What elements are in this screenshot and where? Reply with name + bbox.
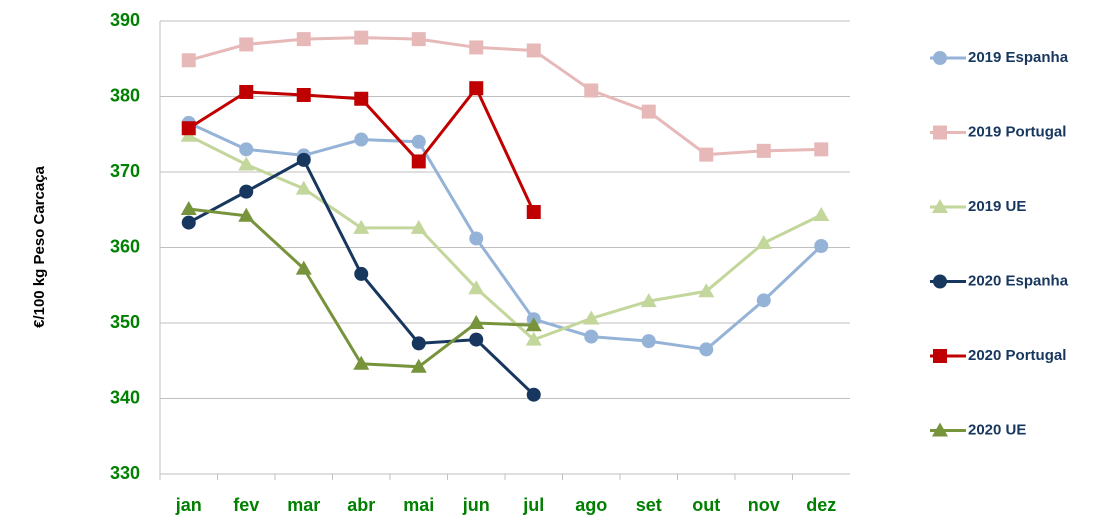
x-tick-label: jul	[522, 495, 544, 515]
data-point	[583, 310, 600, 325]
data-point	[699, 342, 714, 357]
data-point	[295, 180, 312, 195]
data-point	[469, 81, 484, 96]
data-point	[814, 142, 829, 157]
x-tick-label: dez	[806, 495, 836, 515]
data-point	[354, 91, 369, 106]
x-tick-label: mai	[403, 495, 434, 515]
data-point	[239, 142, 254, 157]
series-line	[188, 36, 822, 157]
data-point	[526, 387, 541, 402]
data-point	[814, 238, 829, 253]
data-point	[410, 358, 427, 373]
data-point	[641, 104, 656, 119]
data-point	[181, 215, 196, 230]
data-point	[584, 83, 599, 98]
data-point	[239, 37, 254, 52]
x-tick-label: out	[692, 495, 720, 515]
data-point	[468, 315, 485, 329]
y-tick-label: 390	[110, 10, 140, 30]
data-point	[698, 283, 715, 298]
x-tick-label: jun	[462, 495, 490, 515]
data-point	[296, 32, 311, 47]
data-point	[468, 280, 485, 295]
data-point	[296, 152, 311, 167]
legend-label: 2020 UE	[968, 421, 1026, 438]
legend-marker	[933, 274, 947, 289]
data-point	[756, 293, 771, 308]
data-point	[354, 266, 369, 281]
data-point	[813, 207, 830, 222]
y-tick-label: 360	[110, 236, 140, 256]
legend-marker	[933, 349, 947, 363]
data-point	[641, 334, 656, 349]
y-tick-label: 380	[110, 85, 140, 105]
data-point	[469, 40, 484, 55]
legend-label: 2019 Portugal	[968, 123, 1066, 140]
data-point	[756, 143, 771, 158]
data-point	[469, 332, 484, 347]
data-point	[526, 43, 541, 58]
data-point	[411, 134, 426, 149]
y-axis-title: €/100 kg Peso Carcaça	[31, 165, 48, 327]
x-tick-label: mar	[287, 495, 320, 515]
x-tick-label: abr	[347, 495, 375, 515]
x-tick-label: fev	[233, 495, 259, 515]
legend-label: 2020 Espanha	[968, 272, 1069, 289]
x-tick-label: ago	[575, 495, 607, 515]
data-point	[411, 32, 426, 47]
legend-marker	[932, 199, 948, 213]
series-line	[188, 134, 822, 342]
data-point	[354, 132, 369, 147]
legend-label: 2019 Espanha	[968, 49, 1069, 66]
y-tick-label: 340	[110, 387, 140, 407]
data-point	[525, 317, 542, 332]
y-tick-label: 330	[110, 463, 140, 483]
data-point	[526, 205, 541, 220]
data-point	[180, 200, 197, 215]
data-point	[410, 219, 427, 234]
data-point	[181, 121, 196, 136]
data-point	[699, 147, 714, 162]
data-point	[238, 156, 255, 171]
data-point	[525, 331, 542, 346]
data-point	[296, 87, 311, 102]
legend-marker	[932, 422, 948, 437]
data-point	[411, 154, 426, 169]
data-point	[411, 336, 426, 351]
data-point	[239, 184, 254, 199]
data-point	[238, 207, 255, 222]
data-point	[239, 84, 254, 99]
x-tick-label: nov	[748, 495, 780, 515]
data-point	[755, 234, 772, 249]
data-point	[640, 293, 657, 308]
data-point	[584, 329, 599, 344]
series-line	[188, 121, 823, 352]
data-point	[469, 231, 484, 246]
legend-label: 2020 Portugal	[968, 347, 1066, 364]
legend-marker	[933, 51, 947, 65]
x-tick-label: jan	[175, 495, 202, 515]
y-tick-label: 350	[110, 312, 140, 332]
legend-label: 2019 UE	[968, 198, 1026, 215]
x-tick-label: set	[636, 495, 662, 515]
data-point	[181, 53, 196, 68]
data-point	[295, 260, 312, 275]
y-tick-label: 370	[110, 161, 140, 181]
legend-marker	[933, 125, 947, 140]
data-point	[354, 30, 369, 45]
data-point	[353, 219, 370, 234]
data-point	[353, 355, 370, 370]
